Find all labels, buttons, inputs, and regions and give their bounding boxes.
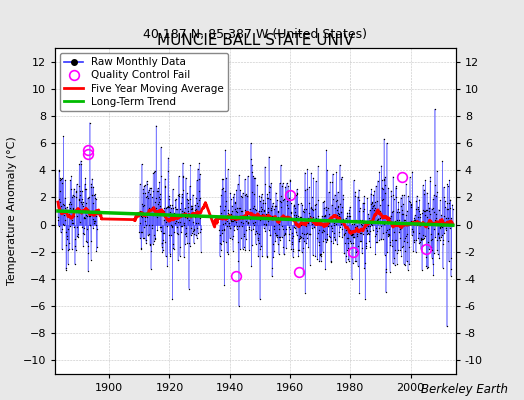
Text: Berkeley Earth: Berkeley Earth (421, 383, 508, 396)
Y-axis label: Temperature Anomaly (°C): Temperature Anomaly (°C) (7, 137, 17, 285)
Legend: Raw Monthly Data, Quality Control Fail, Five Year Moving Average, Long-Term Tren: Raw Monthly Data, Quality Control Fail, … (60, 53, 228, 111)
Text: 40.187 N, 85.387 W (United States): 40.187 N, 85.387 W (United States) (144, 28, 367, 42)
Title: MUNCIE BALL STATE UNIV: MUNCIE BALL STATE UNIV (157, 33, 354, 48)
